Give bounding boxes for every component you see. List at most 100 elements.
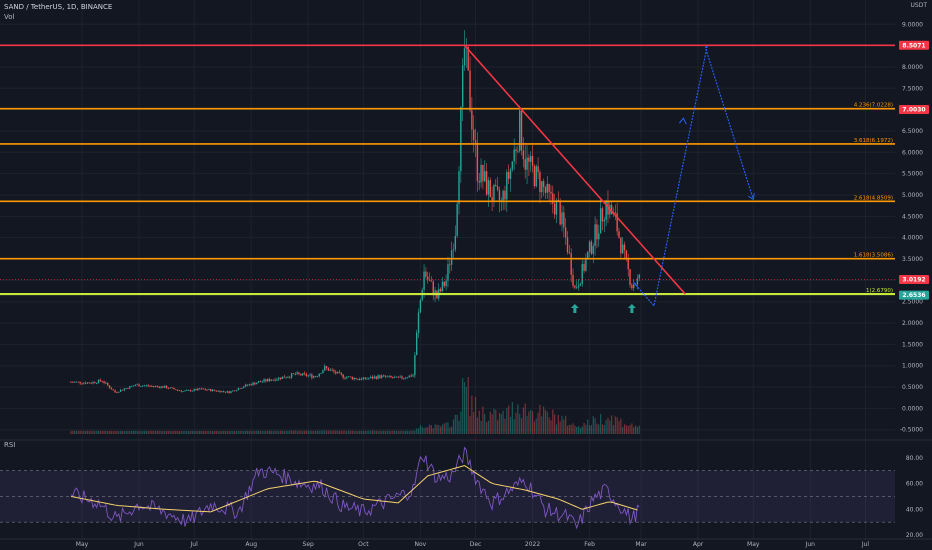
volume-bar bbox=[289, 430, 291, 434]
candle-body bbox=[263, 379, 265, 382]
candle-body bbox=[504, 190, 506, 200]
candle-body bbox=[210, 389, 212, 392]
volume-bar bbox=[638, 425, 640, 434]
candle-body bbox=[568, 252, 571, 254]
candle-body bbox=[463, 48, 466, 66]
volume-bar bbox=[458, 420, 460, 434]
price-tick-label: 9.0000 bbox=[902, 21, 923, 28]
volume-bar bbox=[200, 430, 203, 434]
volume-bar bbox=[471, 395, 473, 434]
rsi-tick-label: 80.00 bbox=[906, 455, 923, 462]
candle-body bbox=[559, 200, 561, 225]
volume-bar bbox=[114, 430, 116, 434]
candle-body bbox=[290, 373, 293, 378]
level-label: 2.618(4.8509) bbox=[854, 195, 893, 201]
volume-bar bbox=[322, 430, 324, 434]
volume-bar bbox=[86, 430, 89, 434]
volume-bar bbox=[162, 430, 164, 434]
volume-bar bbox=[476, 417, 478, 434]
volume-bar bbox=[79, 430, 81, 434]
candle-body bbox=[274, 379, 276, 381]
volume-bar bbox=[349, 430, 352, 434]
volume-bar bbox=[208, 430, 210, 434]
volume-bar bbox=[167, 430, 170, 434]
volume-bar bbox=[199, 430, 201, 434]
candle-body bbox=[467, 46, 469, 71]
candle-body bbox=[158, 386, 160, 388]
candle-body bbox=[73, 381, 76, 383]
volume-bar bbox=[423, 428, 425, 434]
candle-body bbox=[535, 166, 537, 187]
candle-body bbox=[460, 106, 462, 172]
candle-body bbox=[206, 389, 208, 391]
volume-bar bbox=[623, 424, 626, 434]
candle-body bbox=[222, 391, 225, 392]
candle-body bbox=[587, 251, 589, 260]
candle-body bbox=[84, 382, 87, 384]
candle-body bbox=[136, 384, 138, 386]
candle-body bbox=[386, 376, 388, 378]
candle-body bbox=[320, 373, 322, 374]
volume-bar bbox=[314, 430, 317, 434]
volume-bar bbox=[108, 430, 111, 434]
volume-bar bbox=[576, 426, 578, 434]
volume-bar bbox=[572, 423, 574, 434]
candle-body bbox=[401, 376, 403, 379]
volume-bar bbox=[230, 430, 232, 434]
volume-bar bbox=[388, 430, 390, 434]
candle-body bbox=[105, 382, 107, 384]
candle-body bbox=[425, 271, 427, 277]
volume-bar bbox=[531, 411, 534, 434]
candle-body bbox=[412, 375, 414, 377]
candle-body bbox=[90, 383, 92, 385]
volume-bar bbox=[160, 430, 162, 434]
candle-body bbox=[544, 186, 547, 193]
volume-bar bbox=[142, 430, 144, 434]
volume-bar bbox=[445, 422, 447, 434]
volume-bar bbox=[287, 430, 289, 434]
candle-body bbox=[513, 149, 515, 162]
volume-bar bbox=[627, 425, 629, 434]
rsi-tick-label: 40.00 bbox=[906, 506, 923, 513]
candle-body bbox=[634, 284, 637, 286]
candle-body bbox=[509, 169, 512, 179]
candle-body bbox=[107, 382, 109, 386]
candle-body bbox=[524, 159, 526, 170]
candle-body bbox=[614, 212, 617, 214]
volume-bar bbox=[239, 430, 241, 434]
volume-bar bbox=[530, 409, 532, 434]
buy-arrow-icon bbox=[627, 304, 636, 313]
candle-body bbox=[103, 381, 105, 384]
candle-body bbox=[230, 391, 232, 394]
candle-body bbox=[347, 376, 350, 378]
candle-body bbox=[324, 366, 326, 371]
candle-body bbox=[77, 381, 79, 383]
candle-body bbox=[423, 271, 425, 291]
volume-bar bbox=[603, 424, 605, 434]
candle-body bbox=[495, 184, 497, 187]
candle-body bbox=[217, 390, 219, 392]
volume-bar bbox=[105, 430, 107, 434]
candle-body bbox=[309, 374, 311, 376]
candle-body bbox=[184, 390, 186, 392]
volume-bar bbox=[120, 430, 122, 434]
volume-bar bbox=[134, 430, 136, 434]
volume-bar bbox=[274, 430, 276, 434]
volume-bar bbox=[92, 430, 94, 434]
candle-body bbox=[252, 382, 254, 386]
candle-body bbox=[95, 383, 98, 384]
volume-bar bbox=[563, 419, 565, 434]
volume-bar bbox=[195, 430, 197, 434]
volume-bar bbox=[443, 423, 445, 434]
volume-bar bbox=[366, 430, 368, 434]
volume-bar bbox=[377, 430, 379, 434]
volume-bar bbox=[544, 409, 547, 434]
volume-bar bbox=[180, 430, 182, 434]
volume-bar bbox=[318, 430, 320, 434]
candle-body bbox=[395, 376, 398, 378]
candle-body bbox=[156, 385, 159, 387]
volume-bar bbox=[390, 430, 392, 434]
candle-body bbox=[189, 390, 192, 392]
candle-body bbox=[623, 244, 626, 251]
